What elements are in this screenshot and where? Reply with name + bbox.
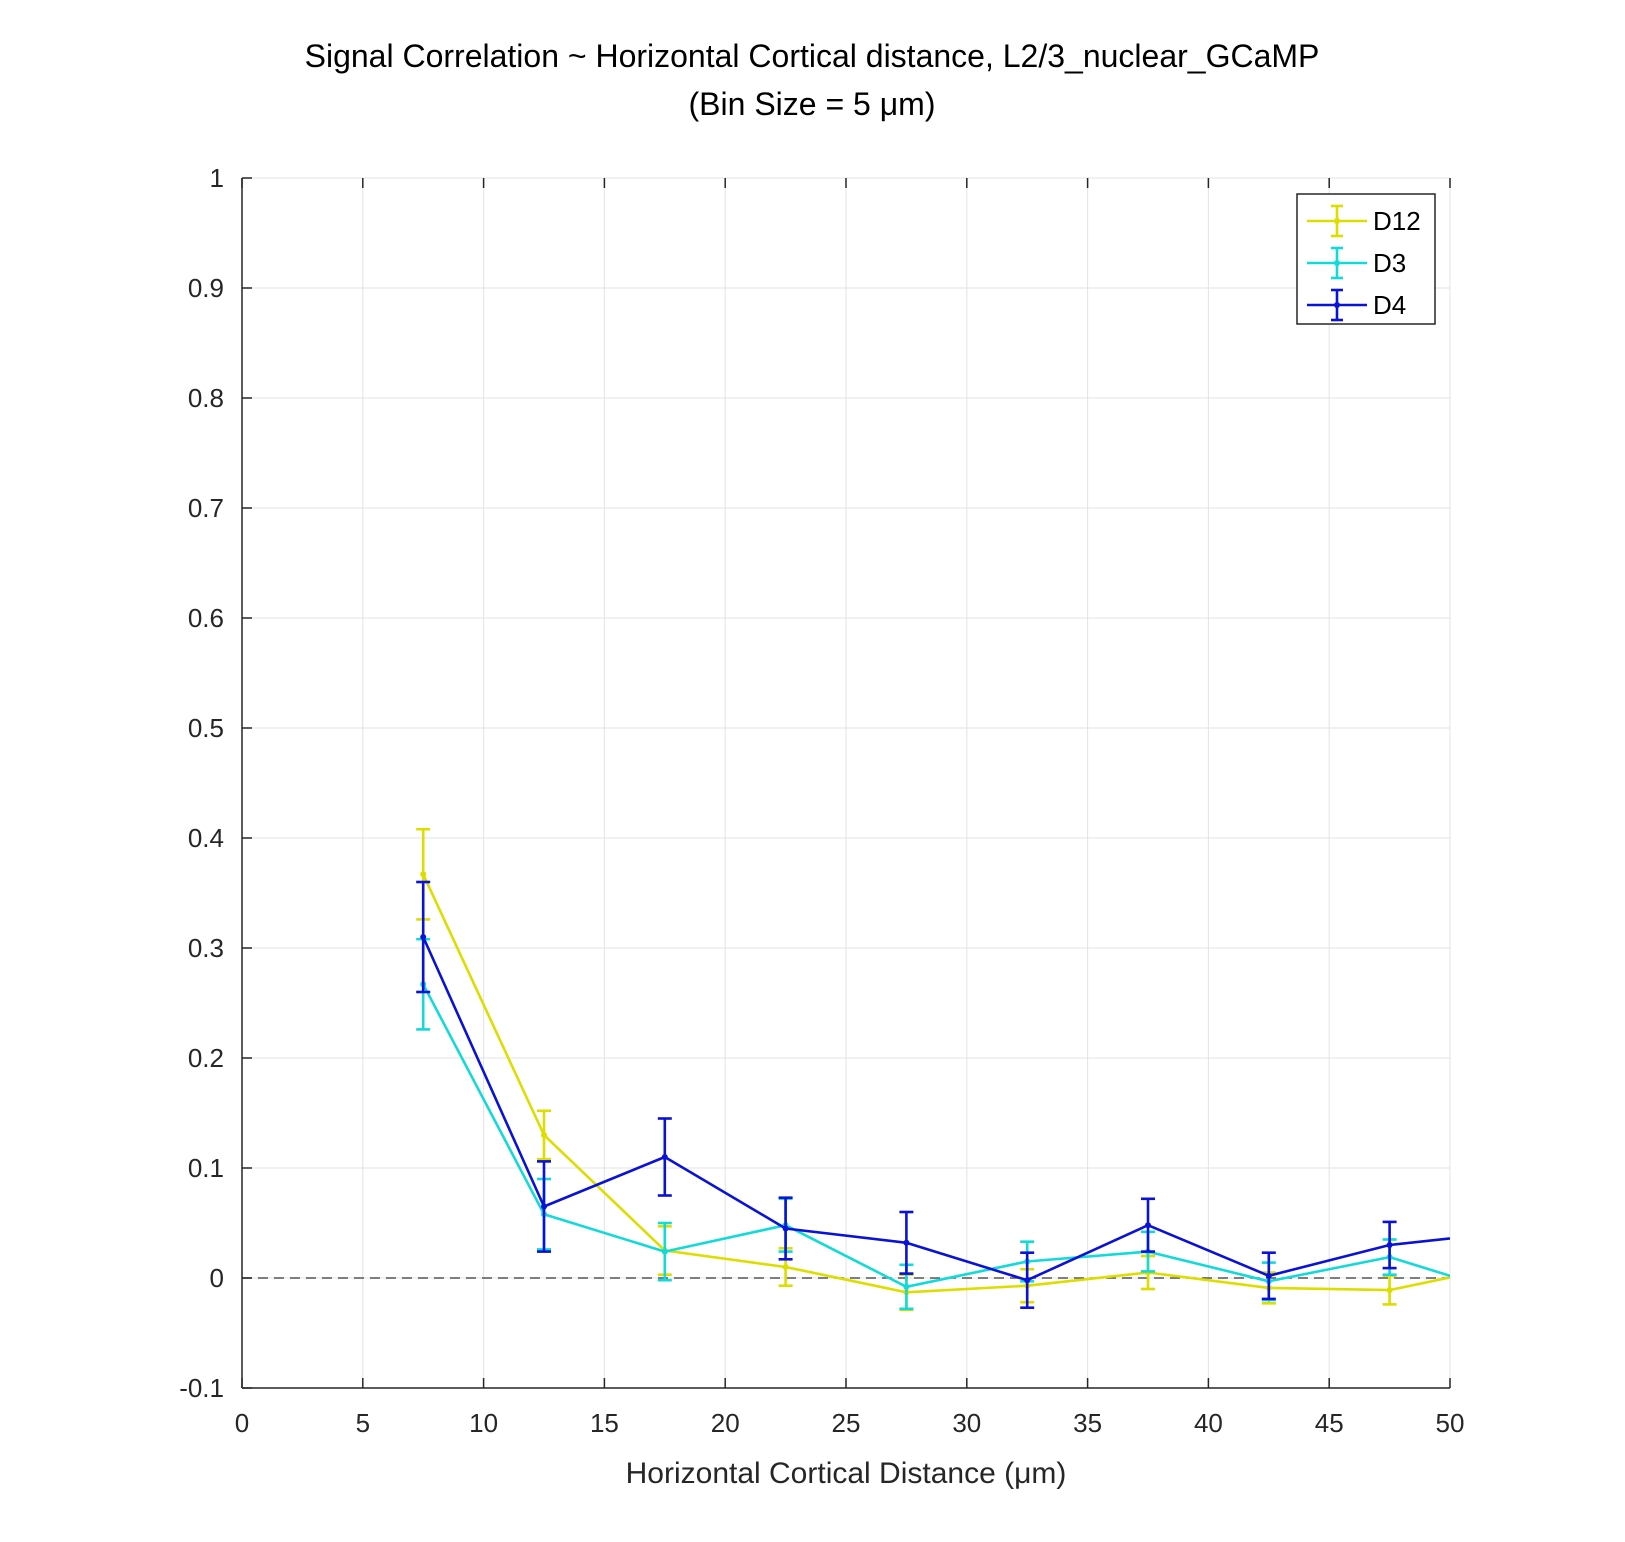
y-tick-label: 0.5: [188, 713, 224, 743]
data-point: [1386, 1287, 1393, 1294]
data-point: [903, 1283, 910, 1290]
x-tick-label: 0: [235, 1408, 249, 1438]
y-ticks: -0.1 0 0.1 0.2 0.3 0.4 0.5 0.6 0.7 0.8 0.9 1: [179, 163, 252, 1403]
data-point: [420, 871, 427, 878]
data-point: [661, 1154, 668, 1160]
y-tick-label: 0.7: [188, 493, 224, 523]
y-tick-label: -0.1: [179, 1373, 224, 1403]
x-tick-label: 10: [469, 1408, 498, 1438]
legend-marker: [1334, 302, 1340, 308]
y-tick-label: 0.1: [188, 1153, 224, 1183]
legend-label: D3: [1373, 248, 1406, 278]
data-point: [661, 1248, 668, 1255]
x-tick-label: 50: [1436, 1408, 1465, 1438]
data-point: [1265, 1272, 1272, 1279]
x-tick-label: 20: [711, 1408, 740, 1438]
data-point: [782, 1264, 789, 1270]
y-tick-label: 0: [210, 1263, 224, 1293]
legend: D12 D3 D4: [1296, 193, 1436, 325]
data-point: [541, 1203, 547, 1210]
x-ticks: 0 5 10 15 20 25 30 35 40 45 50: [235, 178, 1465, 1438]
data-point: [420, 934, 427, 940]
x-tick-label: 25: [832, 1408, 861, 1438]
y-tick-label: 0.6: [188, 603, 224, 633]
legend-label: D4: [1373, 290, 1406, 320]
grid-lines: [241, 177, 1451, 1389]
series-layer: [416, 827, 1513, 1312]
series-d4: [416, 880, 1513, 1309]
y-tick-label: 0.8: [188, 383, 224, 413]
legend-entry-d4: D4: [1307, 288, 1406, 322]
data-point: [1507, 1292, 1513, 1298]
data-point: [782, 1225, 789, 1232]
x-tick-label: 35: [1073, 1408, 1102, 1438]
data-point: [1145, 1222, 1151, 1229]
chart-title: Signal Correlation ~ Horizontal Cortical…: [305, 38, 1320, 74]
y-tick-label: 0.2: [188, 1043, 224, 1073]
legend-entry-d3: D3: [1307, 246, 1406, 280]
data-point: [903, 1239, 910, 1246]
legend-label: D12: [1373, 206, 1421, 236]
legend-marker: [1334, 260, 1340, 266]
y-tick-label: 0.3: [188, 933, 224, 963]
series-line-d4: [422, 936, 1450, 1282]
legend-box: [1296, 193, 1436, 325]
y-tick-label: 0.9: [188, 273, 224, 303]
chart-subtitle: (Bin Size = 5 μm): [689, 86, 936, 122]
data-point: [1386, 1242, 1393, 1248]
legend-entry-d12: D12: [1307, 204, 1421, 238]
x-tick-label: 5: [356, 1408, 370, 1438]
x-tick-label: 45: [1315, 1408, 1344, 1438]
y-tick-label: 0.4: [188, 823, 224, 853]
legend-marker: [1334, 218, 1340, 224]
data-point: [1024, 1277, 1031, 1284]
x-tick-label: 40: [1194, 1408, 1223, 1438]
y-tick-label: 1: [210, 163, 224, 193]
x-axis-label: Horizontal Cortical Distance (μm): [626, 1457, 1067, 1490]
data-point: [1507, 1262, 1513, 1268]
series-line-d3: [422, 983, 1450, 1289]
data-point: [541, 1132, 547, 1138]
series-line-d12: [422, 873, 1450, 1294]
data-point: [1507, 1229, 1513, 1235]
x-tick-label: 30: [952, 1408, 981, 1438]
x-tick-label: 15: [590, 1408, 619, 1438]
